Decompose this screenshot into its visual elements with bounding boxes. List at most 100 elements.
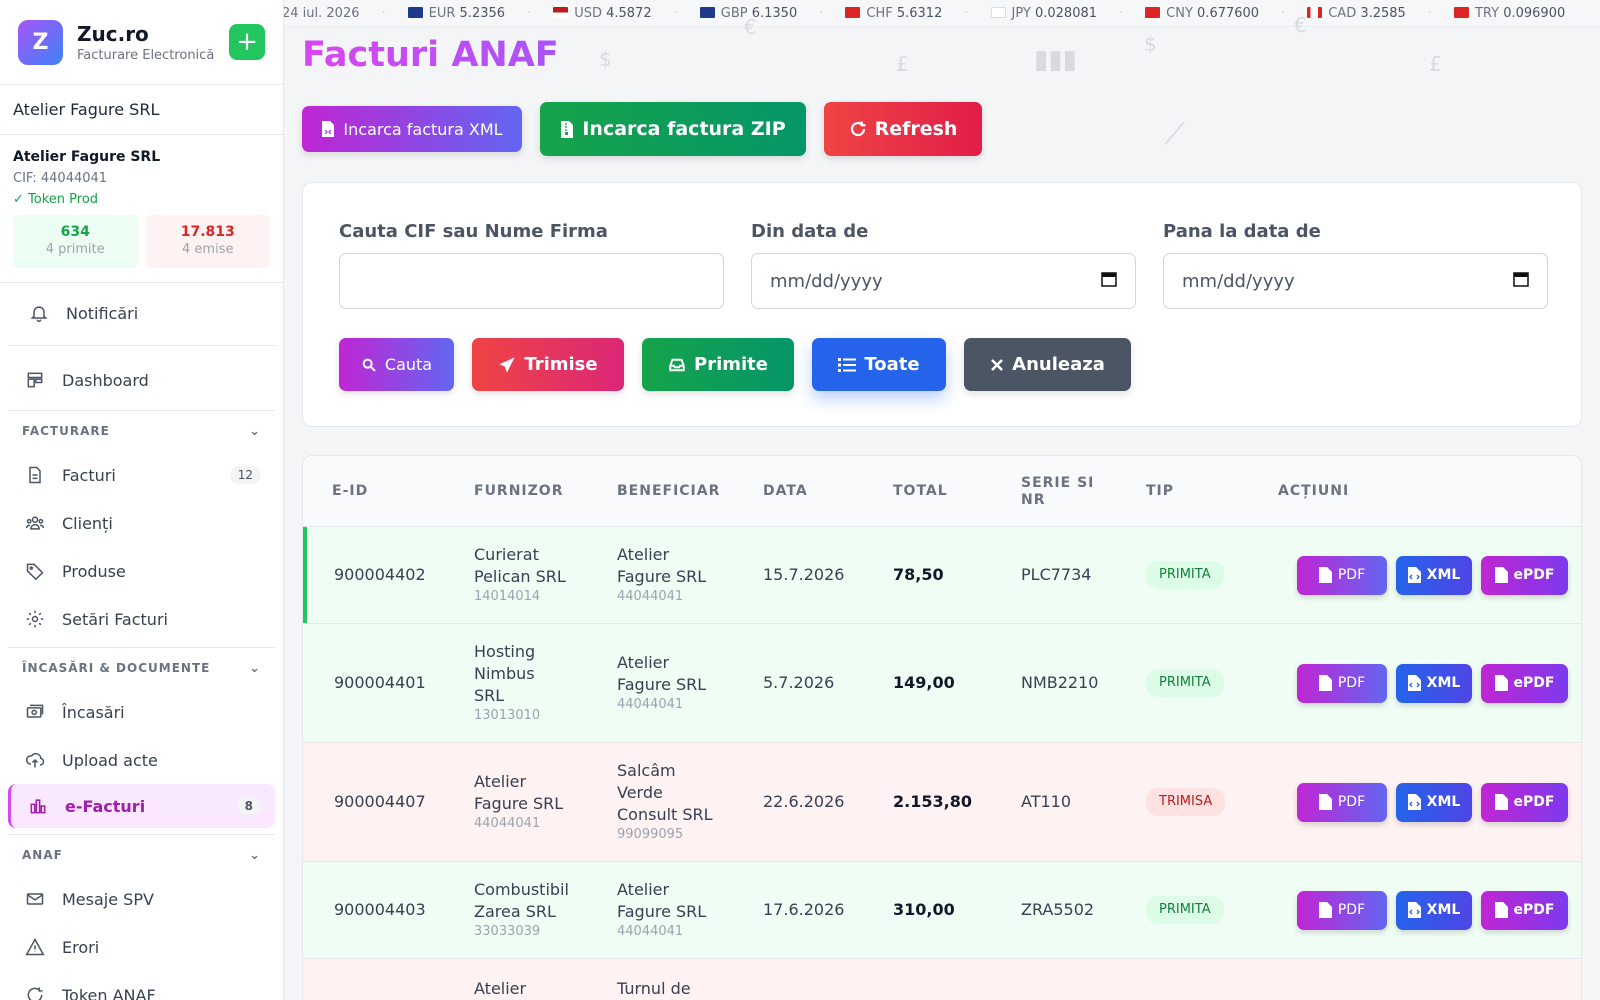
nav-efacturi[interactable]: e-Facturi 8 — [8, 784, 275, 828]
ticker-separator: · — [1281, 5, 1286, 21]
euro-icon: € — [1294, 13, 1307, 37]
received-filter-button[interactable]: Primite — [642, 338, 794, 391]
xml-button[interactable]: XML — [1396, 663, 1472, 703]
pdf-button[interactable]: PDF — [1297, 890, 1387, 930]
dollar-icon: $ — [599, 47, 612, 71]
cell-cif: 44044041 — [474, 816, 541, 831]
table-row[interactable]: 900004402 Curierat Pelican SRL 14014014 Atel… — [303, 527, 1581, 624]
upload-zip-button[interactable]: Incarca factura ZIP — [540, 102, 806, 156]
ticker-item: EUR 5.2356 — [407, 6, 505, 21]
calendar-icon[interactable] — [1513, 271, 1529, 292]
nav-dashboard[interactable]: Dashboard — [0, 356, 283, 404]
cell-line: SRL — [474, 686, 505, 705]
search-icon — [361, 357, 377, 373]
pdf-button[interactable]: PDF — [1297, 782, 1387, 822]
col-beneficiar[interactable]: BENEFICIAR — [617, 483, 721, 499]
company-selector[interactable]: Atelier Fagure SRL — [0, 85, 283, 135]
section-facturare[interactable]: FACTURARE ⌄ — [0, 411, 283, 451]
inbox-icon — [668, 356, 686, 374]
table-row[interactable]: Atelier Turnul de — [303, 959, 1581, 1000]
status-badge: PRIMITA — [1146, 669, 1224, 697]
cell-serie: NMB2210 — [1021, 673, 1099, 692]
table-header: E-ID FURNIZOR BENEFICIAR DATA TOTAL SERI… — [303, 456, 1581, 527]
table-row[interactable]: 900004403 Combustibil Zarea SRL 33033039 Ate… — [303, 862, 1581, 959]
cell-line: Zarea SRL — [474, 902, 556, 921]
button-label: PDF — [1337, 902, 1366, 918]
ticker-item: CAD 3.2585 — [1307, 6, 1406, 21]
add-button[interactable]: + — [229, 24, 265, 60]
epdf-button[interactable]: ePDF — [1481, 663, 1568, 703]
file-pdf-icon — [1494, 902, 1508, 918]
issued-count: 17.813 — [180, 224, 235, 240]
xml-button[interactable]: XML — [1396, 555, 1472, 595]
row-actions: PDF XML ePDF — [1297, 624, 1568, 742]
ticker-item: GBP 6.1350 — [699, 6, 797, 21]
section-incasari[interactable]: ÎNCASĂRI & DOCUMENTE ⌄ — [0, 648, 283, 688]
xml-button[interactable]: XML — [1396, 890, 1472, 930]
table-row[interactable]: 900004407 Atelier Fagure SRL 44044041 Salcâm… — [303, 743, 1581, 862]
cell-data: 15.7.2026 — [763, 565, 845, 584]
to-date-input[interactable]: mm/dd/yyyy — [1163, 253, 1548, 309]
flag-icon — [1307, 6, 1323, 18]
nav-produse[interactable]: Produse — [0, 547, 283, 595]
button-label: Incarca factura ZIP — [582, 118, 786, 140]
ticker-item: USD 4.5872 — [553, 5, 652, 21]
table-row[interactable]: 900004401 Hosting Nimbus SRL 13013010 Atelier… — [303, 624, 1581, 743]
nav-token[interactable]: Token ANAF — [0, 971, 283, 1000]
brand-name: Zuc.ro — [77, 21, 149, 46]
calendar-icon[interactable] — [1101, 271, 1117, 292]
col-data[interactable]: DATA — [763, 483, 808, 499]
button-label: PDF — [1337, 794, 1366, 810]
cell-line: Verde — [617, 783, 663, 802]
pdf-button[interactable]: PDF — [1297, 663, 1387, 703]
section-anaf[interactable]: ANAF ⌄ — [0, 835, 283, 875]
search-button[interactable]: Cauta — [339, 338, 454, 391]
cell-beneficiar: Atelier Fagure SRL 44044041 — [617, 624, 706, 742]
cell-line: Atelier — [617, 880, 670, 899]
row-actions: PDF XML ePDF — [1297, 743, 1568, 861]
nav-upload[interactable]: Upload acte — [0, 736, 283, 784]
brand-logo[interactable]: Z — [18, 19, 63, 65]
flag-icon — [407, 6, 423, 18]
nav-mesaje[interactable]: Mesaje SPV — [0, 875, 283, 923]
epdf-button[interactable]: ePDF — [1481, 890, 1568, 930]
file-pdf-icon — [1494, 794, 1508, 810]
issued-stat[interactable]: 17.813 4 emise — [145, 215, 270, 268]
pound-icon: £ — [896, 52, 909, 76]
nav-facturi[interactable]: Facturi 12 — [0, 451, 283, 499]
nav-notifications[interactable]: Notificări — [0, 287, 283, 339]
nav-badge: 8 — [236, 797, 261, 815]
file-pdf-icon — [1494, 567, 1508, 583]
cell-total: 2.153,80 — [893, 792, 972, 811]
cell-eid: 900004402 — [334, 565, 426, 584]
col-serie[interactable]: SERIE SI NR — [1021, 456, 1094, 527]
currency-ticker: 24 iul. 2026 · EUR 5.2356 · USD 4.5872 · GBP … — [284, 0, 1600, 27]
col-eid[interactable]: E-ID — [332, 483, 369, 499]
row-actions: PDF XML ePDF — [1297, 862, 1568, 958]
epdf-button[interactable]: ePDF — [1481, 782, 1568, 822]
xml-button[interactable]: XML — [1396, 782, 1472, 822]
epdf-button[interactable]: ePDF — [1481, 555, 1568, 595]
nav-clienti[interactable]: Clienți — [0, 499, 283, 547]
col-total[interactable]: TOTAL — [893, 483, 948, 499]
cell-cif: 14014014 — [474, 589, 541, 604]
search-input[interactable] — [339, 253, 724, 309]
from-date-input[interactable]: mm/dd/yyyy — [751, 253, 1136, 309]
received-stat[interactable]: 634 4 primite — [13, 215, 138, 268]
received-label: 4 primite — [45, 242, 105, 257]
col-furnizor[interactable]: FURNIZOR — [474, 483, 564, 499]
ticker-item: CNY 0.677600 — [1145, 6, 1259, 21]
col-tip[interactable]: TIP — [1146, 483, 1175, 499]
upload-xml-button[interactable]: Incarca factura XML — [302, 106, 522, 152]
cell-serie: AT110 — [1021, 792, 1072, 811]
refresh-button[interactable]: Refresh — [824, 102, 982, 156]
bell-icon — [26, 300, 52, 326]
currency-code: USD — [574, 5, 602, 21]
pdf-button[interactable]: PDF — [1297, 555, 1387, 595]
sent-filter-button[interactable]: Trimise — [472, 338, 624, 391]
cancel-button[interactable]: Anuleaza — [964, 338, 1131, 391]
nav-incasari[interactable]: Încasări — [0, 688, 283, 736]
nav-setari[interactable]: Setări Facturi — [0, 595, 283, 643]
nav-erori[interactable]: Erori — [0, 923, 283, 971]
all-filter-button[interactable]: Toate — [812, 338, 946, 391]
